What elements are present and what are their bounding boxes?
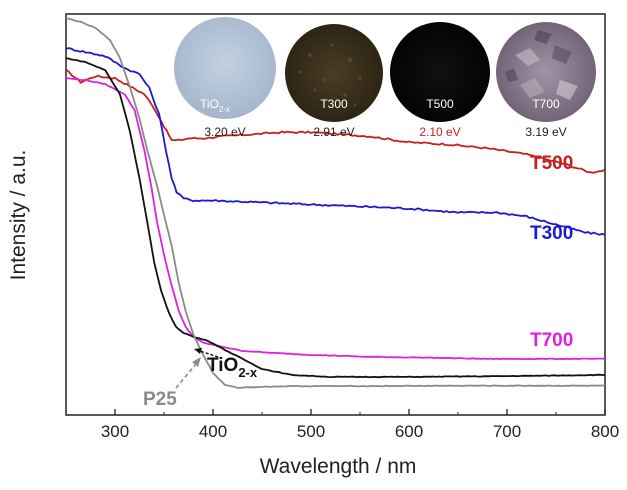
inset-speckle-t700 <box>505 30 578 100</box>
series-line-tio2x <box>65 57 605 379</box>
series-label-t300: T300 <box>530 223 573 244</box>
x-tick-label-600: 600 <box>395 422 423 441</box>
series-label-t500: T500 <box>530 153 573 174</box>
x-tick-label-400: 400 <box>199 422 227 441</box>
inset-t300: T300 2.91 eV <box>285 24 383 139</box>
inset-label-tio2x-main: TiO <box>200 97 219 111</box>
inset-photo-tio2x <box>174 17 276 119</box>
series-label-p25: P25 <box>143 389 177 410</box>
x-tick-label-500: 500 <box>297 422 325 441</box>
series-label-tio2x: TiO2-x <box>207 355 258 380</box>
inset-label-t500: T500 <box>426 97 454 111</box>
inset-label-tio2x-sub: 2-x <box>219 105 230 114</box>
tio2x-pointer-arrowhead <box>194 348 202 354</box>
x-axis-label: Wavelength / nm <box>260 455 417 478</box>
series-label-tio2x-sub: 2-x <box>238 365 258 380</box>
x-tick-label-800: 800 <box>591 422 619 441</box>
inset-tio2x: TiO2-x 3.20 eV <box>174 17 276 139</box>
series-label-tio2x-main: TiO <box>207 355 238 376</box>
p25-pointer-arrowhead <box>192 357 201 367</box>
inset-bandgap-t300: 2.91 eV <box>313 125 354 139</box>
inset-photo-t500 <box>390 22 490 122</box>
plot-frame <box>65 13 606 416</box>
series-line-t500 <box>65 68 606 174</box>
series-label-t700: T700 <box>530 330 573 351</box>
inset-label-t300: T300 <box>320 97 348 111</box>
inset-bandgap-tio2x: 3.20 eV <box>204 125 245 139</box>
inset-photo-t300 <box>285 24 383 122</box>
x-axis-ticks: 300 400 500 600 700 800 <box>101 409 619 441</box>
inset-label-t700: T700 <box>532 97 560 111</box>
series-lines <box>65 16 606 389</box>
inset-bandgap-t700: 3.19 eV <box>525 125 566 139</box>
series-line-t700 <box>65 77 606 360</box>
tio2x-pointer-line <box>199 350 219 358</box>
inset-speckle-t300 <box>298 43 362 107</box>
inset-bandgap-t500: 2.10 eV <box>419 125 460 139</box>
p25-pointer-line <box>175 363 197 389</box>
inset-label-tio2x: TiO2-x <box>200 97 230 114</box>
x-tick-label-300: 300 <box>101 422 129 441</box>
y-axis-label: Intensity / a.u. <box>7 150 30 281</box>
inset-t700: T700 3.19 eV <box>496 22 596 139</box>
series-line-t300 <box>65 47 606 236</box>
series-line-p25 <box>65 16 605 389</box>
x-tick-label-700: 700 <box>493 422 521 441</box>
inset-t500: T500 2.10 eV <box>390 22 490 139</box>
